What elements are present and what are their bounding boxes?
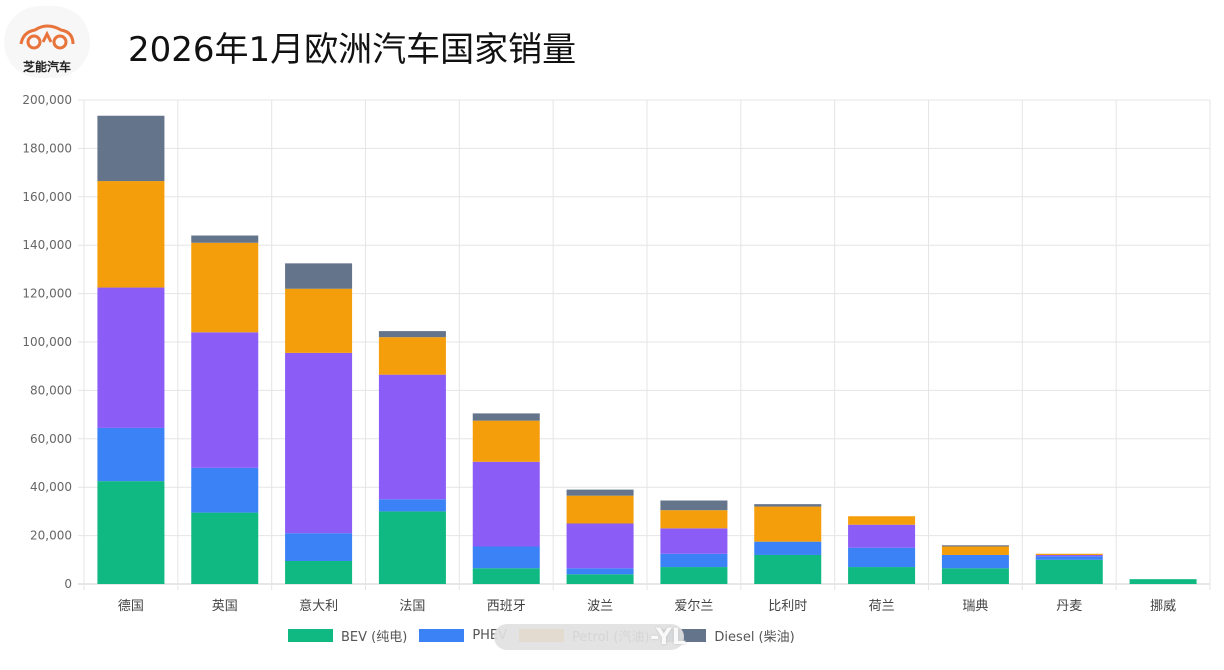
x-tick-label: 西班牙 — [487, 599, 526, 614]
x-tick-label: 法国 — [399, 599, 425, 614]
bar-bev — [941, 568, 1009, 584]
bar-petrol — [660, 510, 728, 529]
y-tick-label: 120,000 — [22, 287, 72, 301]
bar-phev — [941, 554, 1009, 569]
bar-diesel — [378, 331, 446, 338]
bar-phev — [754, 541, 822, 555]
bar-phev — [566, 568, 634, 575]
bar-diesel — [285, 263, 353, 289]
bar-hev — [1035, 554, 1103, 557]
bar-phev — [472, 546, 540, 569]
y-tick-label: 60,000 — [30, 432, 72, 446]
bar-petrol — [941, 546, 1009, 555]
bar-bev — [378, 511, 446, 584]
legend-label: Diesel (柴油) — [714, 629, 795, 645]
x-tick-label: 瑞典 — [962, 599, 988, 614]
y-tick-label: 0 — [64, 577, 72, 591]
y-tick-label: 80,000 — [30, 383, 72, 397]
bar-hev — [848, 524, 916, 548]
legend-label: BEV (纯电) — [341, 629, 408, 645]
bar-diesel — [97, 115, 165, 182]
bar-bev — [191, 512, 259, 584]
bar-bev — [97, 481, 165, 584]
y-tick-label: 100,000 — [22, 335, 72, 349]
logo-background — [4, 6, 90, 78]
bar-petrol — [378, 337, 446, 375]
bar-phev — [285, 533, 353, 562]
bar-hev — [566, 523, 634, 569]
bar-petrol — [1035, 553, 1103, 555]
bar-bev — [1129, 579, 1197, 584]
bar-petrol — [97, 181, 165, 288]
watermark-blur — [494, 624, 684, 650]
legend-item-bev[interactable]: BEV (纯电) — [288, 626, 407, 645]
y-tick-label: 200,000 — [22, 93, 72, 107]
x-tick-label: 丹麦 — [1056, 599, 1082, 614]
x-tick-label: 爱尔兰 — [674, 599, 713, 614]
car-logo-icon — [19, 24, 75, 50]
x-tick-label: 波兰 — [587, 599, 613, 614]
bar-phev — [191, 467, 259, 513]
bar-bev — [472, 568, 540, 584]
legend-swatch — [419, 628, 465, 642]
y-tick-label: 40,000 — [30, 480, 72, 494]
bar-diesel — [941, 545, 1009, 547]
y-tick-label: 140,000 — [22, 238, 72, 252]
brand-logo: 芝能汽车 — [4, 6, 90, 78]
bar-petrol — [848, 516, 916, 525]
bar-bev — [285, 561, 353, 584]
legend-swatch — [288, 628, 333, 642]
watermark-text: -YL — [650, 624, 686, 650]
bar-diesel — [754, 504, 822, 507]
x-tick-label: 比利时 — [768, 599, 807, 614]
y-tick-label: 160,000 — [22, 190, 72, 204]
bar-bev — [660, 567, 728, 584]
bar-hev — [472, 461, 540, 547]
bar-diesel — [660, 500, 728, 511]
bar-petrol — [191, 242, 259, 333]
x-tick-label: 英国 — [212, 599, 238, 614]
y-tick-label: 180,000 — [22, 141, 72, 155]
x-tick-label: 挪威 — [1150, 599, 1176, 614]
bar-phev — [97, 427, 165, 482]
bar-diesel — [191, 235, 259, 243]
bar-hev — [191, 332, 259, 468]
bar-bev — [566, 574, 634, 584]
chart-title: 2026年1月欧洲汽车国家销量 — [128, 30, 577, 70]
bar-phev — [378, 499, 446, 512]
bar-phev — [660, 553, 728, 568]
y-tick-label: 20,000 — [30, 529, 72, 543]
bar-bev — [848, 567, 916, 584]
bar-petrol — [566, 495, 634, 524]
x-tick-label: 荷兰 — [869, 599, 895, 614]
bar-hev — [97, 287, 165, 428]
x-tick-label: 德国 — [118, 599, 144, 614]
logo-text: 芝能汽车 — [22, 60, 71, 74]
bar-diesel — [566, 489, 634, 496]
bar-hev — [285, 352, 353, 534]
bar-hev — [378, 374, 446, 500]
bar-petrol — [754, 506, 822, 542]
watermark: -YL — [494, 620, 724, 654]
x-tick-label: 意大利 — [299, 598, 338, 614]
bar-petrol — [285, 288, 353, 353]
bar-petrol — [472, 420, 540, 462]
bar-phev — [848, 547, 916, 568]
bar-bev — [754, 554, 822, 584]
bar-phev — [1035, 556, 1103, 560]
bar-bev — [1035, 559, 1103, 584]
bar-hev — [660, 528, 728, 554]
bar-diesel — [472, 413, 540, 421]
